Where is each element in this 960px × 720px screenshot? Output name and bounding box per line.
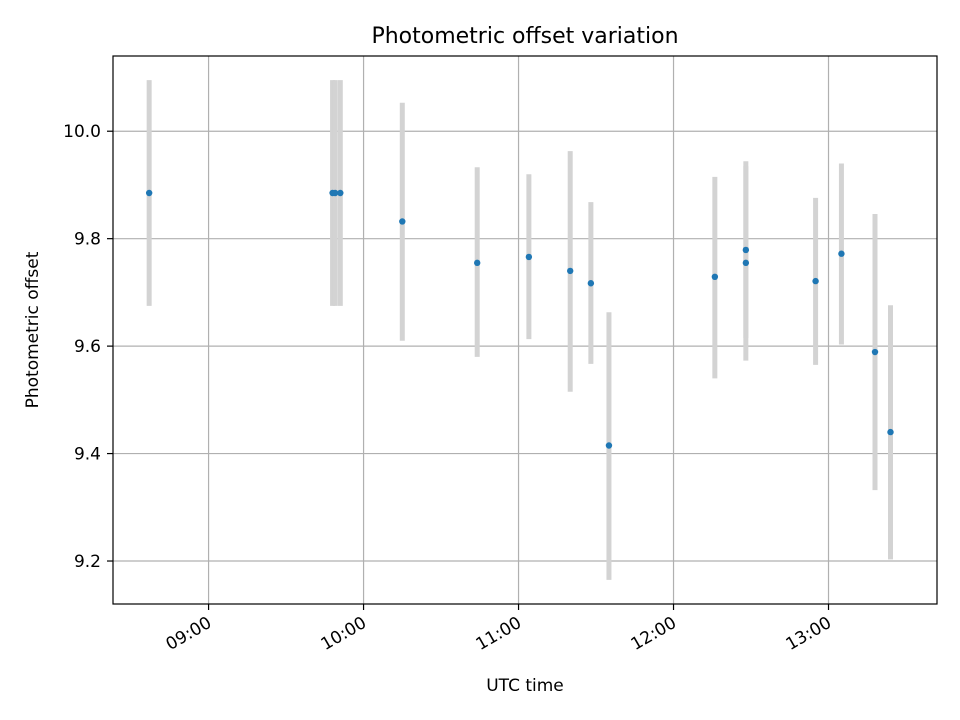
grid xyxy=(113,56,937,604)
data-point xyxy=(742,259,750,267)
data-point xyxy=(587,280,595,287)
y-tick-label: 9.6 xyxy=(74,337,101,357)
data-point xyxy=(474,259,481,267)
y-axis-label: Photometric offset xyxy=(23,251,43,408)
data-point xyxy=(871,348,879,356)
data-points xyxy=(145,189,894,449)
data-point xyxy=(838,250,845,257)
data-point xyxy=(711,273,719,281)
data-point xyxy=(399,218,406,225)
y-tick-label: 10.0 xyxy=(63,122,101,142)
x-axis-label: UTC time xyxy=(486,676,564,696)
data-point xyxy=(567,267,574,275)
data-point xyxy=(331,189,339,197)
plot-frame xyxy=(112,55,938,605)
data-point xyxy=(337,189,344,197)
y-tick-label: 9.4 xyxy=(74,445,101,465)
y-tick-label: 9.8 xyxy=(74,230,101,250)
data-point xyxy=(525,253,533,261)
data-point xyxy=(145,189,153,197)
y-tick-label: 9.2 xyxy=(74,552,101,572)
data-point xyxy=(887,428,894,436)
plot-area xyxy=(113,56,937,604)
data-point xyxy=(605,442,613,449)
data-point xyxy=(812,277,819,285)
data-point xyxy=(742,246,750,254)
chart-title: Photometric offset variation xyxy=(371,24,678,49)
